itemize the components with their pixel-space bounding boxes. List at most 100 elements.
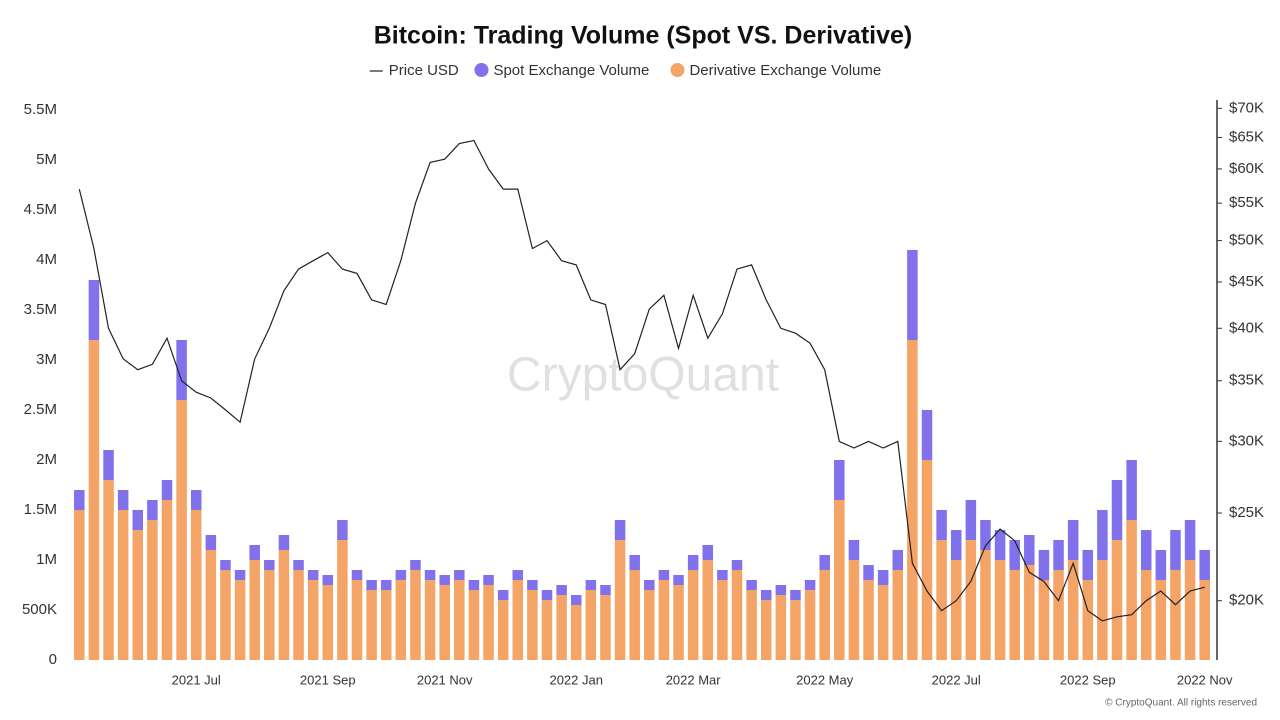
- bar: [804, 580, 816, 590]
- bar: [907, 250, 918, 340]
- bar: [1067, 560, 1079, 660]
- bar: [132, 510, 144, 530]
- y2-tick-label: $65K: [1229, 128, 1264, 145]
- chart-title: Bitcoin: Trading Volume (Spot VS. Deriva…: [374, 22, 913, 50]
- bar: [424, 580, 436, 660]
- y-tick-label: 1M: [36, 551, 57, 568]
- bar: [380, 590, 392, 660]
- legend-marker: [670, 63, 685, 77]
- bar: [439, 585, 450, 660]
- y2-tick-label: $45K: [1229, 273, 1264, 290]
- bar: [1053, 570, 1064, 660]
- y2-tick-label: $20K: [1229, 592, 1264, 609]
- bar: [848, 540, 860, 560]
- bar: [410, 560, 421, 570]
- bar: [395, 570, 407, 580]
- bar: [234, 570, 246, 580]
- bar: [644, 590, 655, 660]
- bar: [205, 550, 217, 660]
- price-line: [78, 139, 1205, 622]
- bar: [892, 570, 904, 660]
- bar: [746, 580, 757, 590]
- bar: [527, 590, 538, 660]
- bar: [556, 595, 567, 660]
- bar: [950, 560, 962, 660]
- bar: [994, 560, 1006, 660]
- bar: [351, 580, 363, 660]
- bar: [205, 535, 217, 550]
- bar: [950, 530, 962, 560]
- y-tick-label: 3M: [36, 351, 57, 368]
- watermark: CryptoQuant: [507, 349, 779, 402]
- bar: [161, 480, 173, 500]
- legend-label: Spot Exchange Volume: [493, 62, 649, 79]
- bar: [629, 555, 640, 570]
- bar: [220, 570, 231, 660]
- bar: [994, 530, 1006, 560]
- bar: [614, 520, 626, 540]
- bar: [132, 530, 144, 660]
- bar: [1024, 535, 1035, 565]
- x-tick-label: 2022 Sep: [1060, 672, 1116, 687]
- bar: [147, 500, 158, 520]
- bar: [220, 560, 231, 570]
- bar: [483, 585, 494, 660]
- bar: [249, 560, 260, 660]
- bar: [702, 560, 714, 660]
- bar: [512, 570, 524, 580]
- bar: [264, 560, 275, 570]
- y2-tick-label: $70K: [1229, 99, 1264, 116]
- bar: [834, 500, 845, 660]
- bar: [541, 590, 553, 600]
- bar: [1184, 560, 1196, 660]
- x-tick-label: 2022 Mar: [666, 672, 722, 687]
- bar: [760, 600, 772, 660]
- legend-marker: [474, 63, 489, 77]
- y2-tick-label: $55K: [1229, 194, 1264, 211]
- y2-tick-label: $30K: [1229, 432, 1264, 449]
- bar: [570, 605, 582, 660]
- bar: [234, 580, 246, 660]
- bar: [410, 570, 421, 660]
- bar: [1111, 480, 1123, 540]
- bar: [541, 600, 553, 660]
- bar: [1067, 520, 1079, 560]
- bar: [395, 580, 407, 660]
- bar: [907, 340, 918, 660]
- bar: [819, 570, 830, 660]
- bar: [1082, 580, 1094, 660]
- bar: [570, 595, 582, 605]
- bar: [863, 580, 874, 660]
- bar: [585, 580, 597, 590]
- bar: [556, 585, 567, 595]
- bar: [1199, 580, 1210, 660]
- bar: [74, 490, 85, 510]
- bar: [600, 595, 611, 660]
- bar: [1199, 550, 1210, 580]
- bar: [1140, 530, 1152, 570]
- bar: [88, 340, 100, 660]
- bar: [439, 575, 450, 585]
- bar: [600, 585, 611, 595]
- bar: [717, 580, 728, 660]
- bar: [264, 570, 275, 660]
- bar: [1097, 510, 1108, 560]
- bar: [1126, 460, 1137, 520]
- bar: [190, 510, 202, 660]
- bar: [717, 570, 728, 580]
- bar: [293, 570, 304, 660]
- bar: [775, 585, 787, 595]
- y-tick-label: 4M: [36, 251, 57, 268]
- y-tick-label: 5.5M: [24, 101, 57, 118]
- bar: [337, 540, 348, 660]
- bar: [293, 560, 304, 570]
- bar: [863, 565, 874, 580]
- bar: [103, 480, 114, 660]
- bar: [673, 575, 684, 585]
- bar: [1126, 520, 1137, 660]
- y2-tick-label: $35K: [1229, 372, 1264, 389]
- bar: [1140, 570, 1152, 660]
- bar: [307, 580, 319, 660]
- bar: [658, 580, 670, 660]
